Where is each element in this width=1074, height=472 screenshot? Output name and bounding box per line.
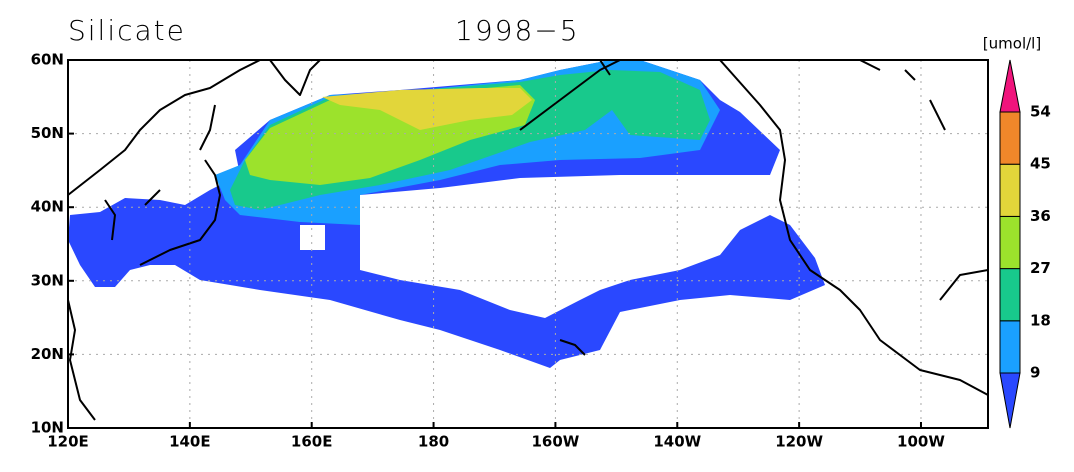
- y-tick-label: 20N: [31, 345, 64, 363]
- kamchatka: [269, 60, 321, 96]
- colorbar-bin: [999, 268, 1021, 322]
- x-tick-label: 140E: [169, 433, 211, 451]
- asia-coast: [68, 60, 261, 421]
- colorbar-label: 9: [1030, 364, 1040, 382]
- region-45: [322, 88, 532, 130]
- colorbar-high: [999, 59, 1021, 113]
- unit: [umol/l]: [983, 35, 1041, 53]
- axes: 120E 140E 160E 180 160W 140W 120W 100W 10N 20N 30N…: [31, 51, 946, 451]
- colorbar: 9 18 27 36 45 54: [999, 59, 1051, 429]
- colorbar-low: [999, 372, 1021, 429]
- colorbar-bin: [999, 163, 1021, 217]
- x-tick-label: 140W: [653, 433, 701, 451]
- y-tick-label: 40N: [31, 198, 64, 216]
- coastlines: [68, 60, 988, 421]
- y-tick-label: 50N: [31, 124, 64, 142]
- colorbar-label: 54: [1030, 103, 1051, 121]
- colorbar-bin: [999, 111, 1021, 165]
- map-frame: [67, 59, 989, 429]
- colorbar-label: 36: [1030, 207, 1051, 225]
- gulf: [939, 269, 988, 301]
- y-tick-label: 10N: [31, 419, 64, 437]
- colorbar-label: 27: [1030, 259, 1051, 277]
- y-tick-label: 30N: [31, 271, 64, 289]
- title: Silicate: [68, 14, 186, 47]
- colorbar-label: 45: [1030, 155, 1051, 173]
- colorbar-label: 18: [1030, 311, 1051, 329]
- x-tick-label: 160E: [291, 433, 333, 451]
- north-america: [519, 60, 988, 396]
- field: [68, 60, 825, 368]
- date: 1998−5: [455, 14, 580, 47]
- y-tick-label: 60N: [31, 51, 64, 69]
- japan: [139, 104, 221, 266]
- hawaii: [559, 339, 586, 356]
- x-tick-label: 100W: [897, 433, 945, 451]
- x-tick-label: 120W: [775, 433, 823, 451]
- no-data: [300, 175, 770, 318]
- x-tick-label: 180: [418, 433, 449, 451]
- x-tick-label: 120E: [47, 433, 89, 451]
- colorbar-bin: [999, 320, 1021, 374]
- x-tick-label: 160W: [531, 433, 579, 451]
- colorbar-bin: [999, 215, 1021, 270]
